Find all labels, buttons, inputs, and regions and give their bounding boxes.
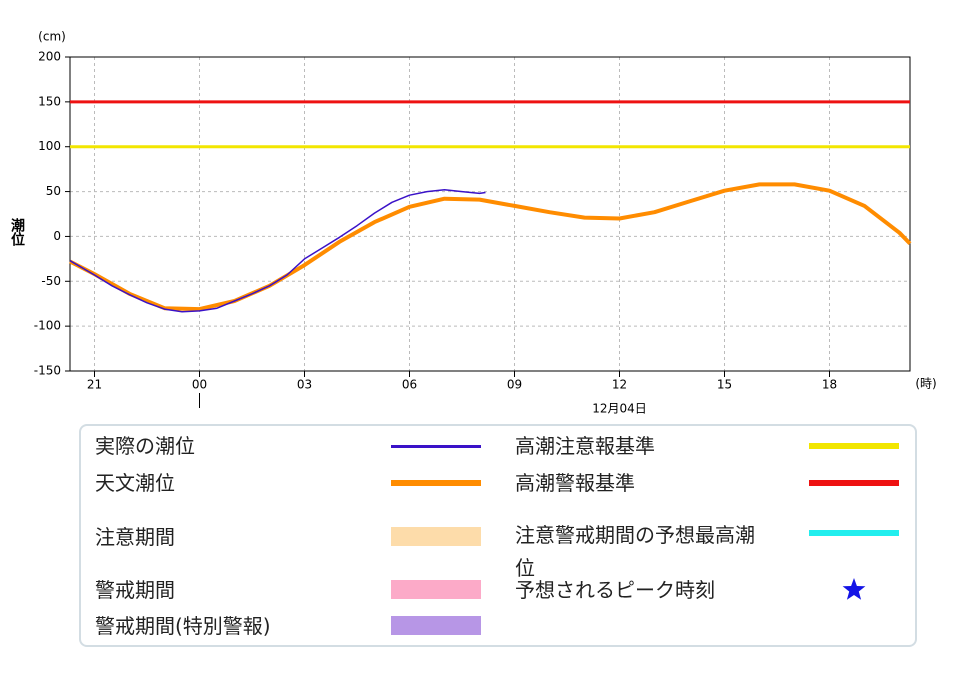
legend-label: 天文潮位 bbox=[95, 470, 175, 495]
y-tick-label: 150 bbox=[38, 94, 61, 108]
legend-swatch bbox=[391, 616, 481, 635]
y-tick-label: -150 bbox=[34, 364, 61, 378]
legend-label: 注意期間 bbox=[95, 524, 175, 549]
y-tick-label: 50 bbox=[46, 184, 61, 198]
legend-line bbox=[809, 480, 899, 486]
legend-swatch bbox=[391, 580, 481, 599]
legend-label: 注意警戒期間の予想最高潮位 bbox=[515, 522, 755, 580]
x-tick-label: 06 bbox=[402, 378, 417, 392]
x-tick-label: 12 bbox=[612, 378, 627, 392]
x-tick-label: 03 bbox=[297, 378, 312, 392]
legend-label: 警戒期間(特別警報) bbox=[95, 613, 271, 638]
y-unit: (cm) bbox=[38, 30, 66, 44]
x-tick-label: 18 bbox=[822, 378, 837, 392]
legend-line bbox=[809, 530, 899, 536]
y-tick-label: 200 bbox=[38, 50, 61, 64]
chart: (cm) 潮位 (時) 200 150 100 50 0 -50 -100 -150 21 00 0… bbox=[9, 30, 937, 416]
x-tick-label: 15 bbox=[717, 378, 732, 392]
star bbox=[842, 578, 866, 600]
legend-line bbox=[391, 444, 481, 448]
legend-line bbox=[391, 480, 481, 486]
legend-label: 高潮注意報基準 bbox=[515, 433, 655, 458]
legend-line bbox=[809, 443, 899, 449]
series-line bbox=[69, 189, 486, 313]
legend-swatch bbox=[391, 527, 481, 546]
legend: 実際の潮位天文潮位注意期間警戒期間警戒期間(特別警報) 高潮注意報基準 高潮警報基準… bbox=[79, 424, 917, 647]
series-line bbox=[69, 182, 912, 312]
legend-label: 警戒期間 bbox=[95, 577, 175, 602]
x-tick-label: 00 bbox=[192, 378, 207, 392]
y-tick-label: -100 bbox=[34, 319, 61, 333]
y-tick-label: 100 bbox=[38, 139, 61, 153]
legend-label: 予想されるピーク時刻 bbox=[515, 577, 715, 602]
y-tick-label: -50 bbox=[41, 274, 61, 288]
x-unit: (時) bbox=[915, 377, 936, 391]
legend-label: 実際の潮位 bbox=[95, 433, 195, 458]
x-tick-label: 09 bbox=[507, 378, 522, 392]
x-tick-label: 21 bbox=[87, 378, 102, 392]
legend-star bbox=[842, 578, 866, 600]
y-axis-label: 潮位 bbox=[9, 217, 25, 247]
plot-frame bbox=[69, 56, 911, 372]
legend-label: 高潮警報基準 bbox=[515, 470, 635, 495]
date-label: 12月04日 bbox=[592, 402, 647, 416]
y-tick-label: 0 bbox=[53, 229, 61, 243]
